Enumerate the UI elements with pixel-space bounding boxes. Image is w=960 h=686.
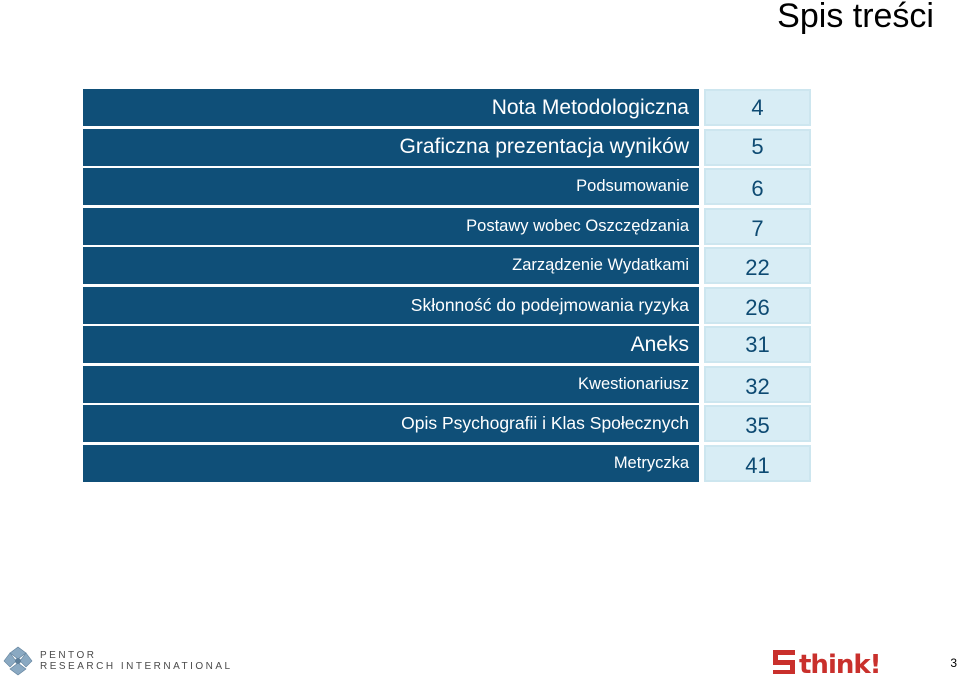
pentor-logo-line2: RESEARCH INTERNATIONAL — [40, 661, 233, 672]
toc-label: Aneks — [83, 326, 699, 363]
toc-label: Kwestionariusz — [83, 365, 699, 403]
think-logo-text: think! — [799, 650, 881, 678]
toc-page-number: 6 — [704, 168, 811, 205]
toc-row[interactable]: Opis Psychografii i Klas Społecznych 35 — [83, 404, 811, 444]
toc-row[interactable]: Aneks 31 — [83, 325, 811, 365]
page-number: 3 — [950, 656, 957, 670]
toc-row[interactable]: Zarządzenie Wydatkami 22 — [83, 246, 811, 286]
toc-page-number: 26 — [704, 286, 811, 324]
table-of-contents: Nota Metodologiczna 4 Graficzna prezenta… — [83, 88, 811, 483]
toc-label: Postawy wobec Oszczędzania — [83, 207, 699, 245]
toc-page-number: 41 — [704, 444, 811, 482]
toc-row[interactable]: Metryczka 41 — [83, 444, 811, 484]
toc-label: Zarządzenie Wydatkami — [83, 247, 699, 284]
toc-page-number: 22 — [704, 247, 811, 284]
think-logo: think! — [773, 644, 889, 685]
pentor-mark-icon — [3, 646, 33, 676]
toc-row[interactable]: Kwestionariusz 32 — [83, 365, 811, 405]
toc-page-number: 5 — [704, 128, 811, 166]
think-logo-icon: think! — [773, 650, 882, 680]
toc-label: Opis Psychografii i Klas Społecznych — [83, 405, 699, 442]
toc-label: Podsumowanie — [83, 168, 699, 205]
page-title: Spis treści — [777, 0, 934, 35]
toc-label: Graficzna prezentacja wyników — [83, 128, 699, 166]
toc-page-number: 31 — [704, 326, 811, 363]
pentor-logo: PENTOR RESEARCH INTERNATIONAL — [2, 644, 233, 678]
toc-label: Metryczka — [83, 444, 699, 482]
toc-page-number: 4 — [704, 89, 811, 126]
toc-row[interactable]: Podsumowanie 6 — [83, 167, 811, 207]
toc-page-number: 32 — [704, 365, 811, 403]
toc-row[interactable]: Nota Metodologiczna 4 — [83, 88, 811, 128]
toc-label: Nota Metodologiczna — [83, 89, 699, 126]
toc-row[interactable]: Graficzna prezentacja wyników 5 — [83, 128, 811, 168]
toc-row[interactable]: Postawy wobec Oszczędzania 7 — [83, 207, 811, 247]
toc-page-number: 35 — [704, 405, 811, 442]
toc-page-number: 7 — [704, 207, 811, 245]
toc-label: Skłonność do podejmowania ryzyka — [83, 286, 699, 324]
toc-row[interactable]: Skłonność do podejmowania ryzyka 26 — [83, 286, 811, 326]
pentor-logo-line1: PENTOR — [40, 650, 97, 661]
